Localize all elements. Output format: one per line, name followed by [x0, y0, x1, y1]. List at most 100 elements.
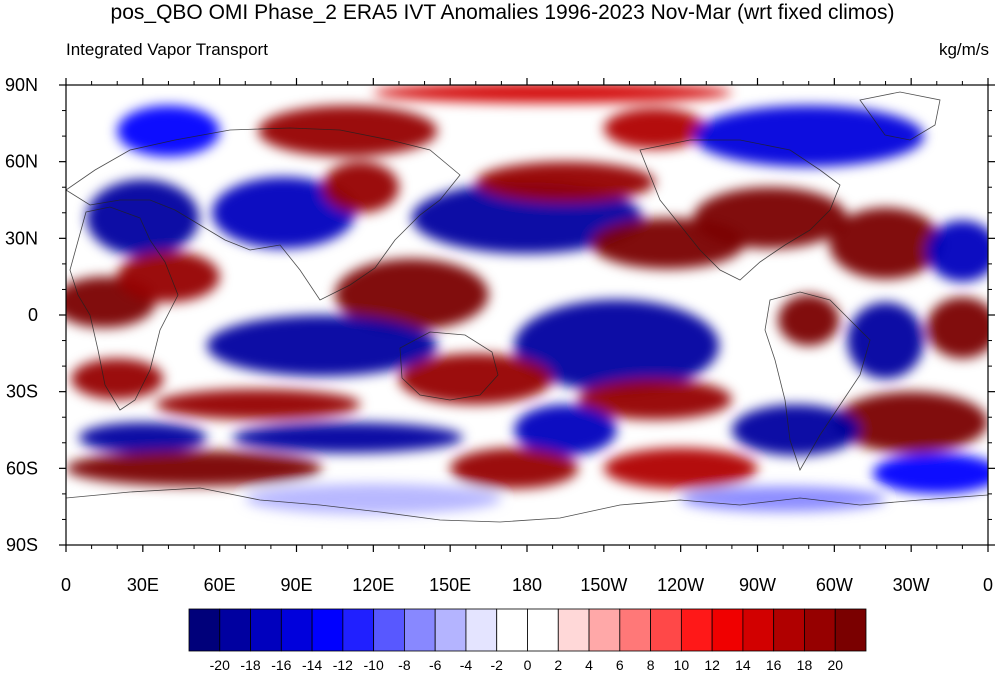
anomaly-region: [603, 108, 707, 149]
x-tick-label: 150W: [580, 575, 627, 595]
anomaly-region: [680, 486, 886, 512]
colorbar-label: -12: [333, 657, 353, 673]
colorbar-swatch: [219, 608, 251, 652]
colorbar-label: 6: [616, 657, 624, 673]
colorbar-label: -14: [302, 657, 322, 673]
colorbar-label: -20: [210, 657, 230, 673]
colorbar-label: 8: [647, 657, 655, 673]
anomaly-region: [731, 404, 860, 456]
anomaly-region: [514, 299, 720, 392]
colorbar-swatch: [188, 608, 221, 652]
colorbar-swatch: [434, 608, 467, 652]
colorbar-swatch: [619, 608, 651, 652]
y-tick-label: 60S: [6, 458, 38, 478]
anomaly-region: [206, 315, 438, 377]
anomaly-field: [66, 85, 988, 515]
map-plot-area: [65, 84, 989, 546]
colorbar-swatch: [496, 608, 528, 652]
colorbar-swatch: [834, 608, 867, 652]
x-tick-label: 60E: [204, 575, 236, 595]
colorbar-label: -10: [364, 657, 384, 673]
anomaly-region: [475, 161, 656, 203]
colorbar-label: 2: [554, 657, 562, 673]
x-tick-label: 30W: [893, 575, 930, 595]
anomaly-region: [78, 422, 207, 453]
x-tick-label: 120W: [657, 575, 704, 595]
colorbar-label: 12: [704, 657, 720, 673]
figure-title: pos_QBO OMI Phase_2 ERA5 IVT Anomalies 1…: [110, 1, 895, 24]
coastline-africa: [69, 206, 179, 411]
coastline-north-america: [639, 139, 841, 281]
anomaly-region: [926, 220, 988, 282]
colorbar-label: -4: [460, 657, 473, 673]
anomaly-region: [117, 105, 220, 157]
colorbar-swatch: [680, 608, 713, 652]
x-tick-label: 60W: [816, 575, 853, 595]
x-tick-label: 0: [61, 575, 71, 595]
y-tick-label: 90S: [6, 535, 38, 555]
anomaly-region: [603, 447, 758, 489]
colorbar-label: -16: [271, 657, 291, 673]
colorbar-label: -6: [429, 657, 442, 673]
colorbar-label: 0: [524, 657, 532, 673]
anomaly-region: [232, 422, 463, 453]
x-tick-label: 180: [512, 575, 542, 595]
colorbar-swatch: [527, 608, 559, 652]
anomaly-region: [71, 358, 164, 400]
anomaly-region: [450, 447, 579, 489]
anomaly-region: [211, 177, 356, 249]
anomaly-region: [155, 389, 361, 420]
y-tick-label: 60N: [5, 152, 38, 172]
latitude-axis: 90N 60N 30N 0 30S 60S 90S: [5, 75, 995, 555]
colorbar-swatch: [311, 608, 344, 652]
y-tick-label: 0: [28, 305, 38, 325]
coastline-australia: [399, 331, 499, 401]
anomaly-region: [847, 302, 924, 379]
coastline-greenland: [859, 91, 941, 141]
colorbar-swatch: [742, 608, 775, 652]
colorbar-label: 20: [827, 657, 843, 673]
colorbar-swatch: [373, 608, 405, 652]
colorbar-swatch: [465, 608, 498, 652]
colorbar-label: 10: [674, 657, 690, 673]
colorbar-swatch: [404, 608, 436, 652]
colorbar: -20 -18 -16 -14 -12 -10 -8 -6 -4 -2 0 2 4 6 8 10 12 14 16 1…: [188, 608, 867, 673]
colorbar-swatch: [342, 608, 375, 652]
anomaly-region: [117, 251, 220, 303]
colorbar-label: -8: [398, 657, 411, 673]
x-tick-label: 90W: [739, 575, 776, 595]
x-tick-label: 0: [983, 575, 993, 595]
coastlines: [66, 91, 988, 523]
anomaly-region: [334, 258, 489, 331]
anomaly-region: [834, 391, 988, 453]
x-tick-label: 30E: [127, 575, 159, 595]
colorbar-swatch: [804, 608, 836, 652]
colorbar-swatch: [280, 608, 313, 652]
colorbar-swatch: [773, 608, 805, 652]
colorbar-label: 16: [766, 657, 782, 673]
colorbar-swatch: [250, 608, 282, 652]
anomaly-region: [514, 404, 617, 456]
colorbar-label: -18: [240, 657, 260, 673]
anomaly-region: [86, 179, 200, 257]
anomaly-region: [373, 85, 732, 103]
anomaly-region: [578, 378, 732, 420]
x-tick-label: 150E: [429, 575, 471, 595]
x-tick-label: 120E: [352, 575, 394, 595]
left-subtitle: Integrated Vapor Transport: [66, 40, 268, 59]
longitude-axis: 0 30E 60E 90E 120E 150E 180 150W 120W 90W 60W 30W 0: [61, 78, 993, 595]
anomaly-region: [258, 105, 438, 157]
colorbar-label: -2: [491, 657, 504, 673]
coastline-antarctica: [66, 487, 988, 523]
colorbar-label: 18: [797, 657, 813, 673]
anomaly-region: [693, 105, 924, 167]
y-tick-label: 30S: [6, 382, 38, 402]
y-tick-label: 90N: [5, 75, 38, 95]
anomaly-region: [398, 353, 553, 405]
colorbar-swatch: [650, 608, 682, 652]
colorbar-swatch: [711, 608, 744, 652]
anomaly-region: [322, 161, 399, 213]
anomaly-region: [829, 207, 942, 280]
colorbar-label: 4: [585, 657, 593, 673]
